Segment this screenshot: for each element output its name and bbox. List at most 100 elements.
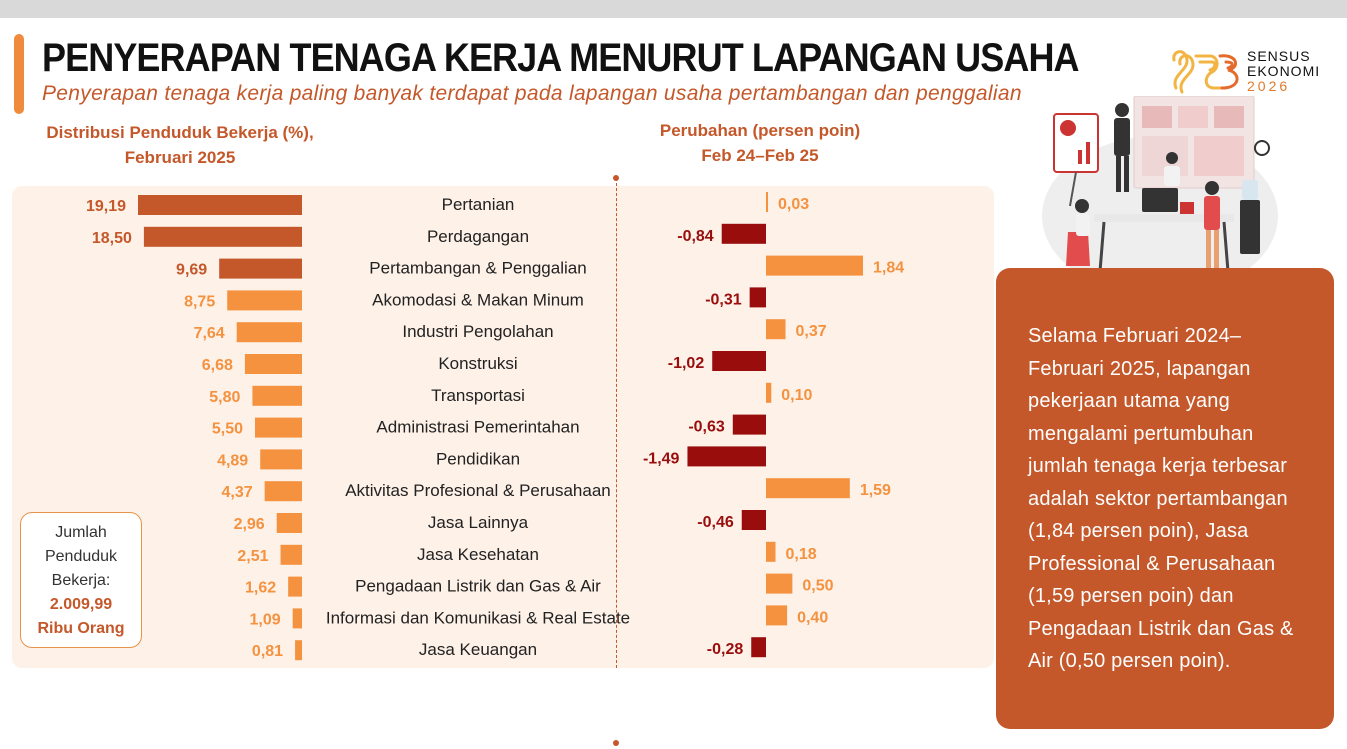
distribution-bar — [292, 608, 302, 629]
category-label: Konstruksi — [438, 354, 517, 373]
change-value-label: -0,84 — [677, 228, 714, 245]
category-label: Jasa Kesehatan — [417, 545, 539, 564]
distribution-bar — [288, 576, 302, 597]
summary-note: Selama Februari 2024–Februari 2025, lapa… — [996, 268, 1334, 729]
logo-text-year: 2026 — [1247, 78, 1290, 94]
divider-dot-top — [613, 175, 619, 181]
zero-axis-divider — [616, 178, 617, 668]
total-unit: Ribu Orang — [37, 620, 125, 637]
right-chart-header: Perubahan (persen poin) Feb 24–Feb 25 — [620, 118, 900, 168]
distribution-bar — [260, 449, 302, 470]
change-value-label: 0,03 — [778, 196, 809, 213]
change-bar — [766, 573, 793, 594]
change-value-label: -0,63 — [688, 419, 725, 436]
title-accent-bar — [14, 34, 24, 114]
category-label: Pengadaan Listrik dan Gas & Air — [355, 577, 601, 596]
change-value-label: 0,50 — [802, 578, 833, 595]
change-bar — [749, 287, 766, 308]
distribution-value-label: 0,81 — [252, 643, 283, 660]
sensus-ekonomi-logo: SENSUS EKONOMI 2026 — [1172, 48, 1320, 94]
change-bar — [732, 414, 766, 435]
change-bar — [766, 319, 786, 340]
right-header-line1: Perubahan (persen poin) — [659, 121, 861, 140]
category-label: Akomodasi & Makan Minum — [372, 290, 584, 309]
distribution-value-label: 9,69 — [176, 262, 207, 279]
category-label: Jasa Keuangan — [419, 640, 537, 659]
office-illustration — [1042, 96, 1278, 297]
distribution-value-label: 6,68 — [202, 357, 233, 374]
change-value-label: 0,10 — [781, 387, 812, 404]
distribution-value-label: 2,96 — [234, 516, 265, 533]
logo-text-ekonomi: EKONOMI — [1247, 63, 1320, 79]
change-value-label: 1,84 — [873, 260, 904, 277]
distribution-bar — [295, 640, 302, 661]
category-label: Pendidikan — [436, 449, 520, 468]
distribution-value-label: 1,62 — [245, 580, 276, 597]
left-header-line2: Februari 2025 — [124, 148, 236, 167]
change-bar — [766, 192, 768, 212]
change-bar — [766, 478, 850, 499]
distribution-bar — [280, 544, 302, 565]
change-bar — [721, 223, 766, 244]
change-bar — [766, 605, 788, 626]
left-chart-header: Distribusi Penduduk Bekerja (%), Februar… — [30, 120, 330, 170]
change-value-label: -1,49 — [643, 450, 680, 467]
distribution-bar — [254, 417, 302, 438]
logo-text-sensus: SENSUS — [1247, 48, 1311, 64]
distribution-bar — [252, 385, 302, 406]
distribution-value-label: 5,80 — [209, 389, 240, 406]
change-value-label: -0,28 — [707, 641, 744, 658]
distribution-value-label: 8,75 — [184, 293, 215, 310]
change-value-label: -0,46 — [697, 514, 734, 531]
total-line3: Bekerja: — [51, 572, 111, 589]
change-bar — [766, 541, 776, 562]
change-bar — [766, 382, 772, 403]
distribution-value-label: 18,50 — [92, 230, 132, 247]
total-line1: Jumlah — [55, 524, 107, 541]
category-label: Industri Pengolahan — [402, 322, 553, 341]
change-bar — [741, 510, 766, 530]
category-label: Perdagangan — [427, 227, 529, 246]
page-subtitle: Penyerapan tenaga kerja paling banyak te… — [42, 82, 1022, 105]
category-label: Pertambangan & Penggalian — [369, 259, 586, 278]
distribution-bar — [138, 195, 302, 215]
right-header-line2: Feb 24–Feb 25 — [701, 146, 819, 165]
distribution-value-label: 2,51 — [237, 548, 268, 565]
distribution-bar — [143, 226, 302, 247]
total-line2: Penduduk — [44, 548, 118, 565]
change-value-label: -1,02 — [668, 355, 705, 372]
change-bar — [766, 255, 863, 276]
category-label: Administrasi Pemerintahan — [376, 418, 579, 437]
distribution-value-label: 5,50 — [212, 421, 243, 438]
category-label: Aktivitas Profesional & Perusahaan — [345, 481, 611, 500]
change-bar — [687, 446, 766, 467]
change-bar — [751, 637, 766, 658]
distribution-value-label: 4,37 — [222, 484, 253, 501]
distribution-bar — [219, 258, 302, 279]
bar-charts: 19,19 Pertanian 0,03 18,50 Perdagangan -0,84 9… — [86, 192, 904, 661]
distribution-bar — [236, 322, 302, 343]
distribution-value-label: 19,19 — [86, 198, 126, 215]
change-value-label: -0,31 — [705, 291, 742, 308]
category-label: Pertanian — [442, 195, 515, 214]
change-value-label: 0,40 — [797, 609, 828, 626]
distribution-value-label: 7,64 — [194, 325, 225, 342]
distribution-bar — [244, 354, 302, 374]
change-bar — [712, 351, 766, 371]
change-value-label: 0,18 — [785, 546, 816, 563]
category-label: Informasi dan Komunikasi & Real Estate — [326, 608, 630, 627]
category-label: Transportasi — [431, 386, 525, 405]
distribution-value-label: 1,09 — [250, 611, 281, 628]
total-value: 2.009,99 — [49, 596, 113, 613]
distribution-bar — [264, 481, 302, 502]
page-title: PENYERAPAN TENAGA KERJA MENURUT LAPANGAN… — [42, 36, 1080, 80]
change-value-label: 1,59 — [860, 482, 891, 499]
distribution-bar — [276, 513, 302, 533]
left-header-line1: Distribusi Penduduk Bekerja (%), — [46, 123, 314, 142]
distribution-bar — [227, 290, 302, 311]
category-label: Jasa Lainnya — [428, 513, 529, 532]
change-value-label: 0,37 — [796, 323, 827, 340]
divider-dot-bottom — [613, 740, 619, 746]
top-bar — [0, 0, 1347, 18]
total-employed-box: Jumlah Penduduk Bekerja: 2.009,99 Ribu O… — [20, 512, 142, 648]
